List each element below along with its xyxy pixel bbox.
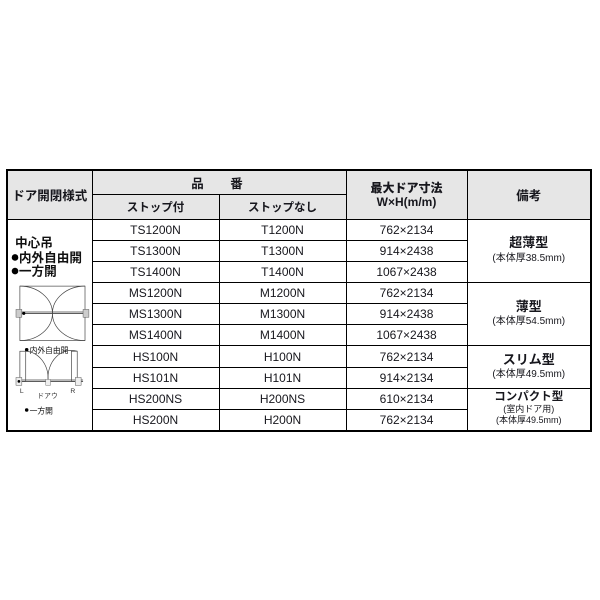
svg-text:内外自由開: 内外自由開 [19,250,82,265]
svg-text:中心吊: 中心吊 [15,235,53,250]
svg-text:ドアウ: ドアウ [37,392,57,400]
svg-text:内外自由開: 内外自由開 [30,345,69,355]
svg-text:R: R [70,388,75,395]
svg-text:L: L [20,388,24,395]
svg-text:一方開: 一方開 [30,405,54,415]
svg-text:一方開: 一方開 [19,263,57,278]
